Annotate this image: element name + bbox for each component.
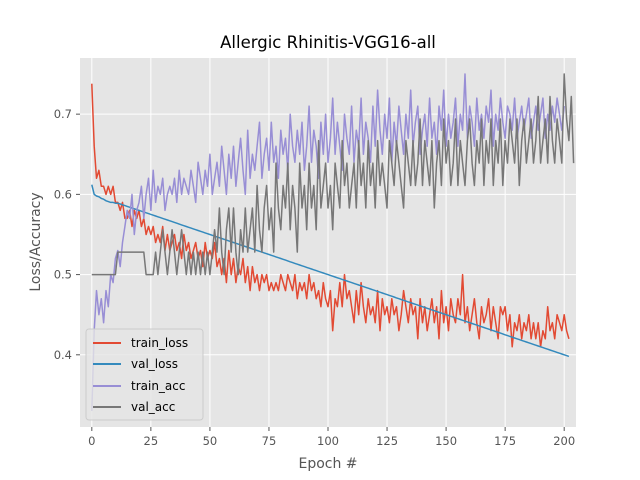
series-line-val-loss <box>91 184 570 358</box>
series-line-val-acc <box>91 73 575 276</box>
series-layer <box>91 73 575 412</box>
y-tick-label: 0.6 <box>54 187 72 201</box>
y-tick-label: 0.4 <box>54 348 72 362</box>
legend-label-val-acc: val_acc <box>131 400 175 414</box>
y-axis-label: Loss/Accuracy <box>28 192 44 291</box>
x-tick-label: 200 <box>553 434 575 448</box>
legend-box <box>85 328 204 421</box>
x-tick-label: 125 <box>376 434 398 448</box>
legend-label-train-loss: train_loss <box>131 336 188 350</box>
x-tick-label: 25 <box>144 434 159 448</box>
series-line-train-loss <box>91 83 570 348</box>
x-tick-label: 75 <box>262 434 277 448</box>
y-tick-label: 0.5 <box>54 268 72 282</box>
y-tick-label: 0.7 <box>54 107 72 121</box>
legend-label-val-loss: val_loss <box>131 357 178 371</box>
legend-label-train-acc: train_acc <box>131 379 185 393</box>
chart-title: Allergic Rhinitis-VGG16-all <box>220 33 436 52</box>
x-tick-label: 150 <box>435 434 457 448</box>
x-tick-label: 175 <box>494 434 516 448</box>
x-tick-label: 0 <box>88 434 95 448</box>
x-tick-label: 100 <box>317 434 339 448</box>
legend: train_loss val_loss train_acc val_acc <box>85 328 204 421</box>
x-axis-label: Epoch # <box>298 456 357 472</box>
series-line-train-acc <box>91 73 565 412</box>
tick-labels: 0 25 50 75 100 125 150 175 200 0.4 0.5 0.6 0.7 <box>54 107 575 448</box>
x-tick-label: 50 <box>203 434 218 448</box>
